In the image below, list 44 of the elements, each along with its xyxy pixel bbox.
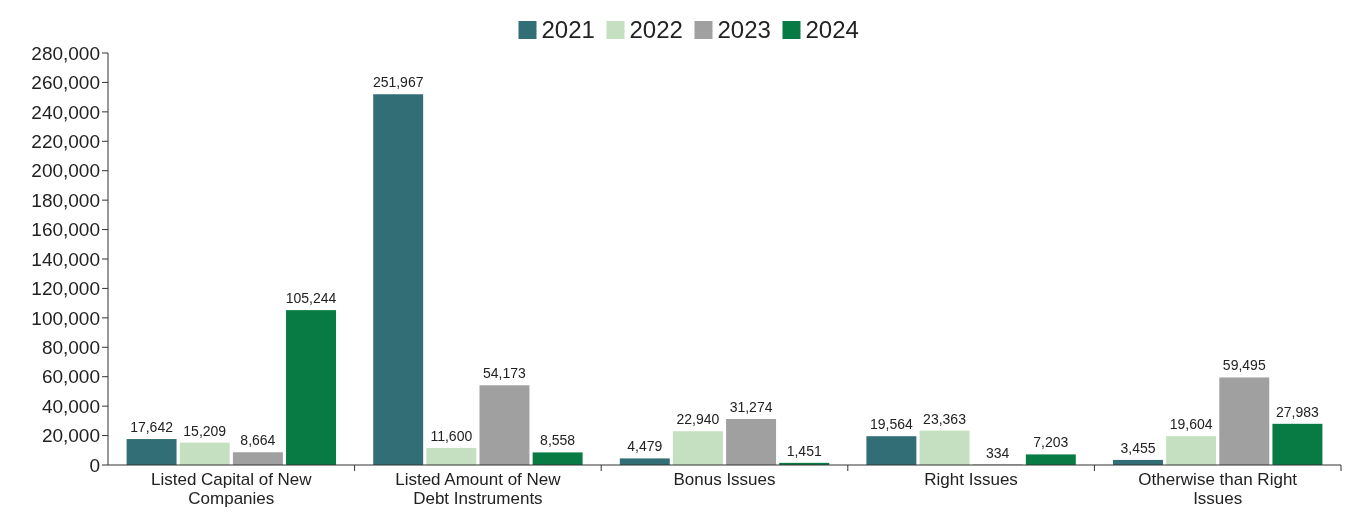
x-tick-label: Otherwise than Right Issues xyxy=(1138,470,1298,508)
y-tick-label: 0 xyxy=(89,454,100,476)
data-label: 334 xyxy=(985,444,1010,461)
data-label: 4,479 xyxy=(627,438,663,455)
legend-label: 2023 xyxy=(717,16,771,44)
y-tick-label: 100,000 xyxy=(31,307,100,329)
y-tick-label: 240,000 xyxy=(31,101,100,123)
data-label: 19,564 xyxy=(869,416,913,433)
x-tick-label: Bonus Issues xyxy=(673,470,776,489)
data-label: 19,604 xyxy=(1169,416,1213,433)
y-tick-label: 20,000 xyxy=(41,425,100,447)
data-label: 1,451 xyxy=(786,442,822,459)
data-label: 105,244 xyxy=(285,290,337,307)
data-label: 251,967 xyxy=(372,74,424,91)
y-tick-label: 120,000 xyxy=(31,278,100,300)
x-tick-label: Listed Amount of New Debt Instruments xyxy=(395,470,562,508)
data-label: 22,940 xyxy=(676,411,720,428)
data-label: 59,495 xyxy=(1222,357,1266,374)
data-label: 3,455 xyxy=(1120,439,1156,456)
data-label: 17,642 xyxy=(130,419,174,436)
y-tick-label: 80,000 xyxy=(41,336,100,358)
x-tick-label: Right Issues xyxy=(924,470,1018,489)
y-tick-label: 140,000 xyxy=(31,248,100,270)
y-tick-label: 180,000 xyxy=(31,189,100,211)
data-label: 11,600 xyxy=(430,427,473,444)
legend-label: 2022 xyxy=(629,16,683,44)
x-tick-label: Listed Capital of New Companies xyxy=(150,470,313,508)
y-tick-label: 280,000 xyxy=(31,42,100,64)
y-tick-label: 60,000 xyxy=(41,366,100,388)
legend-label: 2024 xyxy=(805,16,859,44)
data-label: 8,664 xyxy=(240,432,276,449)
y-tick-label: 220,000 xyxy=(31,130,100,152)
legend-label: 2021 xyxy=(541,16,595,44)
y-tick-label: 40,000 xyxy=(41,395,100,417)
data-label: 8,558 xyxy=(540,432,576,449)
data-label: 27,983 xyxy=(1276,403,1320,420)
data-label: 15,209 xyxy=(183,422,227,439)
y-tick-label: 260,000 xyxy=(31,72,100,94)
data-label: 31,274 xyxy=(729,398,773,415)
data-label: 54,173 xyxy=(483,365,527,382)
data-label: 23,363 xyxy=(923,410,967,427)
y-tick-label: 200,000 xyxy=(31,160,100,182)
data-label: 7,203 xyxy=(1033,434,1069,451)
y-tick-label: 160,000 xyxy=(31,219,100,241)
